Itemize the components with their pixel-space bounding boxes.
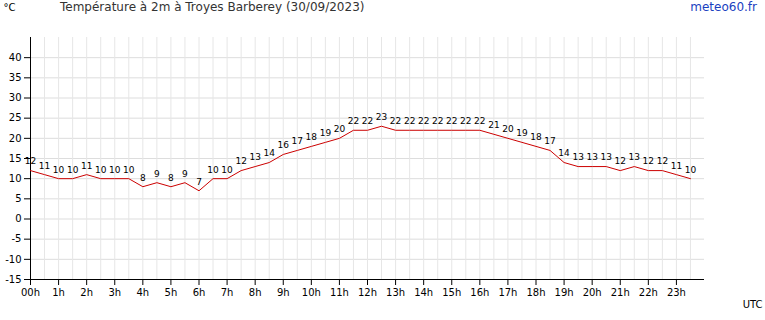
svg-text:20: 20	[334, 124, 346, 134]
svg-text:11h: 11h	[330, 287, 349, 298]
svg-text:35: 35	[9, 72, 22, 83]
svg-text:13h: 13h	[386, 287, 405, 298]
svg-text:25: 25	[9, 112, 22, 123]
svg-text:11: 11	[671, 161, 682, 171]
svg-text:22: 22	[446, 116, 457, 126]
svg-text:0: 0	[15, 213, 21, 224]
svg-text:23: 23	[376, 112, 387, 122]
svg-text:13: 13	[586, 152, 597, 162]
svg-text:15: 15	[9, 153, 22, 164]
svg-text:10: 10	[67, 165, 79, 175]
svg-text:21h: 21h	[611, 287, 630, 298]
html-text:meteo60.fr: meteo60.fr	[690, 0, 757, 14]
svg-text:17: 17	[292, 136, 303, 146]
svg-text:10: 10	[123, 165, 135, 175]
svg-text:18: 18	[306, 132, 318, 142]
svg-text:19: 19	[320, 128, 332, 138]
svg-text:12: 12	[25, 156, 36, 166]
svg-text:4h: 4h	[136, 287, 149, 298]
svg-text:13: 13	[249, 152, 260, 162]
svg-text:9: 9	[182, 169, 188, 179]
svg-text:18: 18	[530, 132, 542, 142]
svg-text:12: 12	[643, 156, 654, 166]
svg-text:22: 22	[404, 116, 415, 126]
svg-text:5: 5	[15, 193, 21, 204]
svg-text:13: 13	[600, 152, 611, 162]
svg-text:10: 10	[53, 165, 65, 175]
svg-text:19: 19	[516, 128, 528, 138]
svg-text:°C: °C	[4, 2, 16, 13]
svg-text:17: 17	[544, 136, 555, 146]
svg-text:10: 10	[221, 165, 233, 175]
svg-text:10: 10	[95, 165, 107, 175]
svg-text:9h: 9h	[277, 287, 290, 298]
svg-text:7: 7	[196, 177, 202, 187]
svg-text:8: 8	[168, 173, 174, 183]
svg-text:22: 22	[362, 116, 373, 126]
svg-text:22: 22	[460, 116, 471, 126]
svg-text:20: 20	[502, 124, 514, 134]
svg-text:10h: 10h	[302, 287, 321, 298]
svg-text:-5: -5	[12, 233, 22, 244]
svg-text:12: 12	[615, 156, 626, 166]
svg-text:13: 13	[572, 152, 583, 162]
svg-text:2h: 2h	[80, 287, 93, 298]
svg-text:10: 10	[9, 173, 22, 184]
svg-text:22: 22	[474, 116, 485, 126]
svg-text:11: 11	[81, 161, 92, 171]
svg-text:13: 13	[629, 152, 640, 162]
svg-text:20: 20	[9, 133, 22, 144]
svg-text:23h: 23h	[667, 287, 686, 298]
svg-text:22: 22	[432, 116, 443, 126]
svg-text:6h: 6h	[193, 287, 206, 298]
svg-text:5h: 5h	[165, 287, 178, 298]
svg-text:21: 21	[488, 120, 499, 130]
svg-text:00h: 00h	[21, 287, 40, 298]
svg-text:14h: 14h	[414, 287, 433, 298]
svg-text:11: 11	[39, 161, 50, 171]
svg-text:19h: 19h	[555, 287, 574, 298]
svg-text:10: 10	[685, 165, 697, 175]
svg-text:17h: 17h	[498, 287, 517, 298]
svg-text:15h: 15h	[442, 287, 461, 298]
svg-text:30: 30	[9, 92, 22, 103]
svg-text:9: 9	[154, 169, 160, 179]
svg-text:22: 22	[418, 116, 429, 126]
svg-text:22h: 22h	[639, 287, 658, 298]
svg-text:14: 14	[558, 148, 570, 158]
svg-text:22: 22	[390, 116, 401, 126]
svg-text:1h: 1h	[52, 287, 65, 298]
svg-text:-10: -10	[5, 254, 21, 265]
svg-text:22: 22	[348, 116, 359, 126]
svg-text:-15: -15	[5, 274, 21, 285]
html-text:Température à 2m à Troyes Barb: Température à 2m à Troyes Barberey (30/0…	[60, 0, 365, 14]
svg-text:8h: 8h	[249, 287, 262, 298]
svg-text:20h: 20h	[583, 287, 602, 298]
svg-text:3h: 3h	[108, 287, 121, 298]
svg-text:14: 14	[263, 148, 275, 158]
svg-text:12h: 12h	[358, 287, 377, 298]
svg-text:12: 12	[657, 156, 668, 166]
svg-text:16h: 16h	[470, 287, 489, 298]
svg-text:40: 40	[9, 52, 22, 63]
svg-text:12: 12	[235, 156, 246, 166]
svg-text:7h: 7h	[221, 287, 234, 298]
svg-text:10: 10	[109, 165, 121, 175]
svg-text:18h: 18h	[526, 287, 545, 298]
svg-text:16: 16	[278, 140, 290, 150]
svg-text:UTC: UTC	[743, 299, 763, 310]
svg-text:8: 8	[140, 173, 146, 183]
svg-text:10: 10	[207, 165, 219, 175]
